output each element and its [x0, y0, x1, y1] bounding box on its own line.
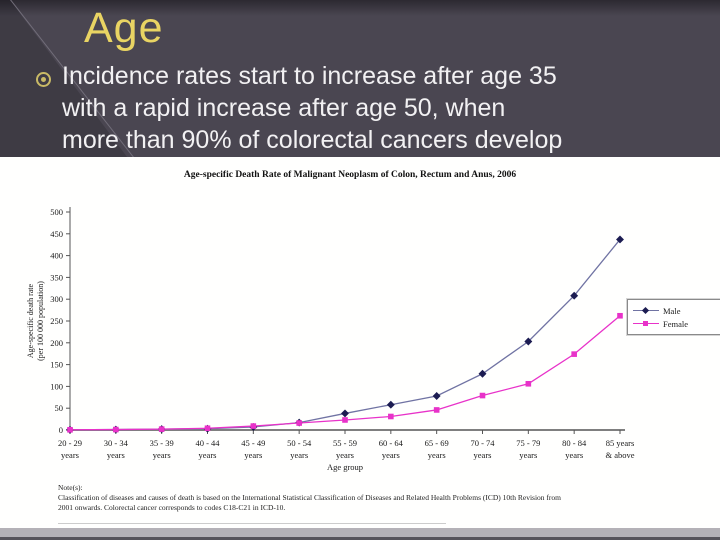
- data-point: [250, 423, 257, 429]
- x-tick-label: 35 - 39 years: [150, 438, 174, 460]
- y-tick-label: 200: [50, 338, 63, 348]
- data-point: [478, 369, 487, 378]
- data-point: [525, 380, 532, 387]
- data-point: [386, 400, 395, 409]
- data-point: [158, 426, 165, 432]
- series-line-male: [69, 239, 621, 431]
- bullet-item: Incidence rates start to increase after …: [34, 60, 704, 156]
- x-tick-label: 80 - 84 years: [562, 438, 587, 460]
- female-line-sample: [633, 320, 659, 328]
- legend-item-male: Male: [633, 304, 717, 317]
- y-tick-label: 150: [50, 360, 63, 370]
- x-tick-label: 45 - 49 years: [241, 438, 265, 460]
- x-tick-label: 65 - 69 years: [425, 438, 449, 460]
- data-point: [571, 351, 577, 357]
- chart-plot: 0 50 100 150 200 250 300 350 400 450 500 20 - 29 yea…: [50, 207, 635, 460]
- y-axis-label: Age-specific death rate (per 100 000 pop…: [26, 236, 46, 406]
- x-tick-label: 55 - 59 years: [333, 438, 357, 460]
- y-tick-label: 50: [55, 403, 64, 413]
- legend-item-female: Female: [633, 317, 717, 330]
- x-axis-label: Age group: [326, 462, 364, 472]
- x-tick-label: 85 years & above: [605, 438, 634, 460]
- y-tick-label: 250: [50, 316, 63, 326]
- legend-label-male: Male: [663, 305, 681, 316]
- bullet-circle-icon: [36, 72, 51, 87]
- x-tick-label: 60 - 64 years: [379, 438, 404, 460]
- data-point: [388, 413, 394, 420]
- x-tick-label: 50 - 54 years: [287, 438, 312, 460]
- y-tick-label: 100: [50, 381, 63, 391]
- data-point: [296, 420, 302, 426]
- chart-title: Age-specific Death Rate of Malignant Neo…: [183, 170, 517, 180]
- x-tick-label: 70 - 74 years: [470, 438, 495, 460]
- data-point: [570, 291, 579, 300]
- data-point: [204, 425, 211, 432]
- x-tick-label: 40 - 44 years: [195, 438, 220, 460]
- data-point: [342, 417, 348, 423]
- data-point: [341, 409, 349, 418]
- slide-title: Age: [84, 4, 164, 52]
- slide-bottom-bar: [0, 528, 720, 540]
- male-line-sample: [633, 306, 659, 315]
- x-tick-label: 20 - 29 years: [58, 438, 82, 460]
- y-tick-label: 400: [50, 251, 63, 261]
- bullet-text-line1: Incidence rates start to increase after …: [62, 62, 557, 90]
- notes-line2: 2001 onwards. Colorectal cancer correspo…: [58, 503, 286, 512]
- y-tick-label: 300: [50, 294, 63, 304]
- y-tick-label: 500: [50, 207, 63, 217]
- y-tick-label: 350: [50, 272, 63, 282]
- top-shade-decoration: [0, 0, 720, 16]
- data-point: [67, 426, 73, 433]
- data-point: [432, 392, 441, 400]
- chart-legend: Male Female: [627, 299, 720, 335]
- data-point: [479, 392, 486, 399]
- chart-notes: Note(s): Classification of diseases and …: [58, 483, 703, 513]
- bullet-text-line3: more than 90% of colorectal cancers deve…: [62, 126, 563, 154]
- data-point: [433, 407, 440, 413]
- y-axis-label-line1: Age-specific death rate: [26, 283, 35, 359]
- notes-divider-line: [58, 523, 446, 524]
- y-tick-label: 0: [59, 425, 63, 435]
- male-diamond-marker-icon: [641, 306, 650, 314]
- female-square-marker-icon: [643, 320, 648, 326]
- chart-panel: Age-specific Death Rate of Malignant Neo…: [0, 157, 720, 530]
- notes-label: Note(s):: [58, 483, 83, 492]
- legend-label-female: Female: [663, 318, 689, 329]
- data-point: [617, 312, 623, 319]
- bullet-text-line2: with a rapid increase after age 50, when: [62, 94, 506, 122]
- y-axis-label-line2: (per 100 000 population): [36, 281, 45, 361]
- y-tick-label: 450: [50, 229, 63, 239]
- bullet-text: Incidence rates start to increase after …: [62, 60, 704, 156]
- x-tick-label: 30 - 34 years: [104, 438, 129, 460]
- x-tick-label: 75 - 79 years: [516, 438, 540, 460]
- data-point: [113, 426, 119, 433]
- notes-line1: Classification of diseases and causes of…: [58, 493, 562, 502]
